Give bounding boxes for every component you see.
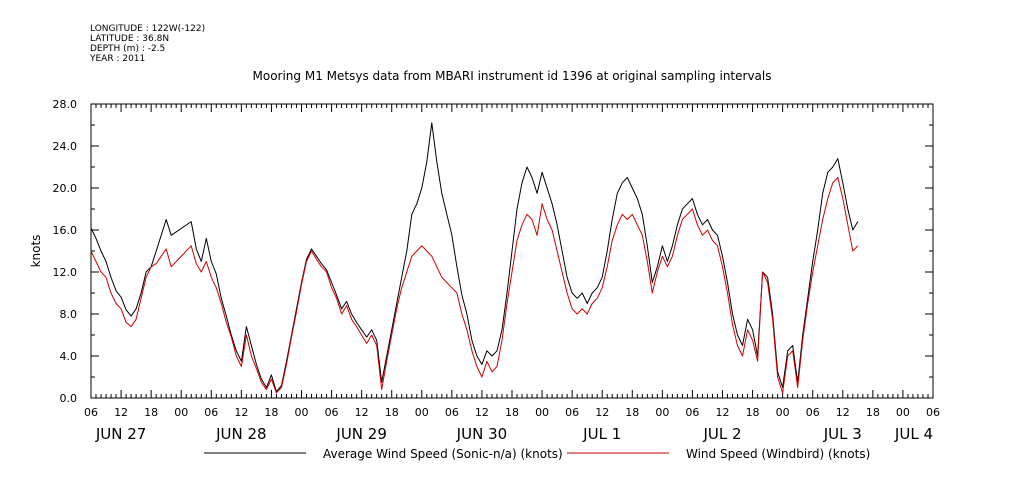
x-hour-label: 06 (806, 406, 820, 419)
legend-label-sonic: Average Wind Speed (Sonic-n/a) (knots) (323, 447, 563, 461)
x-hour-label: 18 (264, 406, 278, 419)
x-hour-label: 06 (204, 406, 218, 419)
x-hour-label: 12 (475, 406, 489, 419)
x-hour-label: 00 (174, 406, 188, 419)
x-hour-label: 18 (385, 406, 399, 419)
x-hour-label: 12 (234, 406, 248, 419)
meta-latitude: LATITUDE : 36.8N (90, 34, 169, 44)
x-hour-label: 00 (295, 406, 309, 419)
x-hour-label: 06 (685, 406, 699, 419)
x-axis: 06 12 18 00 06 12 18 00 06 12 18 00 06 12 18 00 06 12 18 00… (84, 104, 940, 443)
series-layer (90, 122, 859, 394)
x-hour-label: 06 (926, 406, 940, 419)
x-hour-label: 00 (415, 406, 429, 419)
chart-title: Mooring M1 Metsys data from MBARI instru… (253, 69, 772, 83)
series-line-windbird (90, 177, 859, 394)
y-tick-label: 20.0 (53, 182, 78, 195)
x-hour-label: 06 (565, 406, 579, 419)
meta-longitude: LONGITUDE : 122W(-122) (90, 24, 205, 34)
x-hour-label: 00 (535, 406, 549, 419)
y-axis-label: knots (29, 235, 43, 268)
meta-year: YEAR : 2011 (89, 54, 145, 64)
x-hour-label: 12 (114, 406, 128, 419)
y-tick-label: 8.0 (60, 308, 78, 321)
x-date-label: JUL 1 (582, 425, 621, 443)
x-hour-label: 00 (655, 406, 669, 419)
metadata-block: LONGITUDE : 122W(-122) LATITUDE : 36.8N … (89, 24, 205, 64)
x-hour-label: 18 (866, 406, 880, 419)
x-hour-label: 06 (325, 406, 339, 419)
legend: Average Wind Speed (Sonic-n/a) (knots) W… (204, 447, 870, 461)
x-hour-label: 06 (445, 406, 459, 419)
y-tick-label: 12.0 (53, 266, 78, 279)
x-hour-label: 12 (355, 406, 369, 419)
x-hour-label: 18 (746, 406, 760, 419)
y-tick-label: 0.0 (60, 392, 78, 405)
y-tick-label: 28.0 (53, 98, 78, 111)
x-hour-label: 18 (144, 406, 158, 419)
x-hour-label: 06 (84, 406, 98, 419)
legend-label-windbird: Wind Speed (Windbird) (knots) (686, 447, 870, 461)
x-date-label: JUL 4 (894, 425, 933, 443)
x-hour-label: 18 (625, 406, 639, 419)
x-hour-label: 00 (776, 406, 790, 419)
x-date-label: JUL 2 (702, 425, 741, 443)
x-date-label: JUL 3 (823, 425, 862, 443)
y-tick-label: 24.0 (53, 140, 78, 153)
meta-depth: DEPTH (m) : -2.5 (90, 44, 165, 54)
y-axis: 0.0 4.0 8.0 12.0 16.0 20.0 24.0 28.0 (53, 98, 933, 405)
x-date-label: JUN 30 (456, 425, 507, 443)
series-line-sonic (90, 122, 859, 393)
x-hour-label: 12 (716, 406, 730, 419)
x-hour-label: 12 (595, 406, 609, 419)
x-hour-label: 18 (505, 406, 519, 419)
y-tick-label: 4.0 (60, 350, 78, 363)
x-date-label: JUN 27 (95, 425, 146, 443)
x-date-label: JUN 28 (215, 425, 266, 443)
x-hour-label: 00 (896, 406, 910, 419)
x-hour-label: 12 (836, 406, 850, 419)
x-date-label: JUN 29 (335, 425, 386, 443)
y-tick-label: 16.0 (53, 224, 78, 237)
